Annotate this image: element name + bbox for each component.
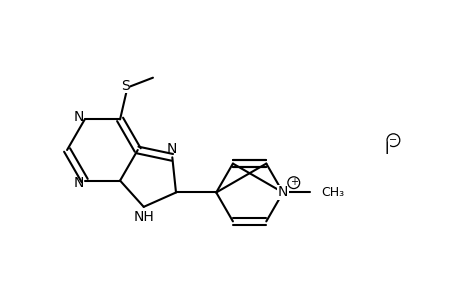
Text: S: S bbox=[121, 79, 130, 93]
Text: I: I bbox=[384, 142, 388, 158]
Text: +: + bbox=[289, 177, 297, 187]
Text: NH: NH bbox=[133, 210, 154, 224]
Text: N: N bbox=[167, 142, 177, 155]
Text: N: N bbox=[277, 185, 287, 200]
Text: CH₃: CH₃ bbox=[320, 186, 343, 199]
Text: N: N bbox=[73, 110, 84, 124]
Text: −: − bbox=[388, 135, 397, 145]
Text: N: N bbox=[73, 176, 84, 190]
